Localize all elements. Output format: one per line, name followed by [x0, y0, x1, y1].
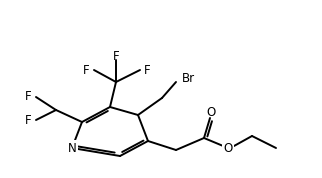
Text: F: F	[113, 49, 119, 62]
Text: F: F	[25, 114, 32, 127]
Text: O: O	[206, 106, 216, 119]
Text: O: O	[223, 142, 232, 155]
Text: Br: Br	[182, 72, 195, 85]
Text: F: F	[25, 90, 32, 103]
Text: F: F	[144, 64, 151, 77]
Text: F: F	[83, 64, 90, 77]
Text: N: N	[68, 142, 76, 155]
